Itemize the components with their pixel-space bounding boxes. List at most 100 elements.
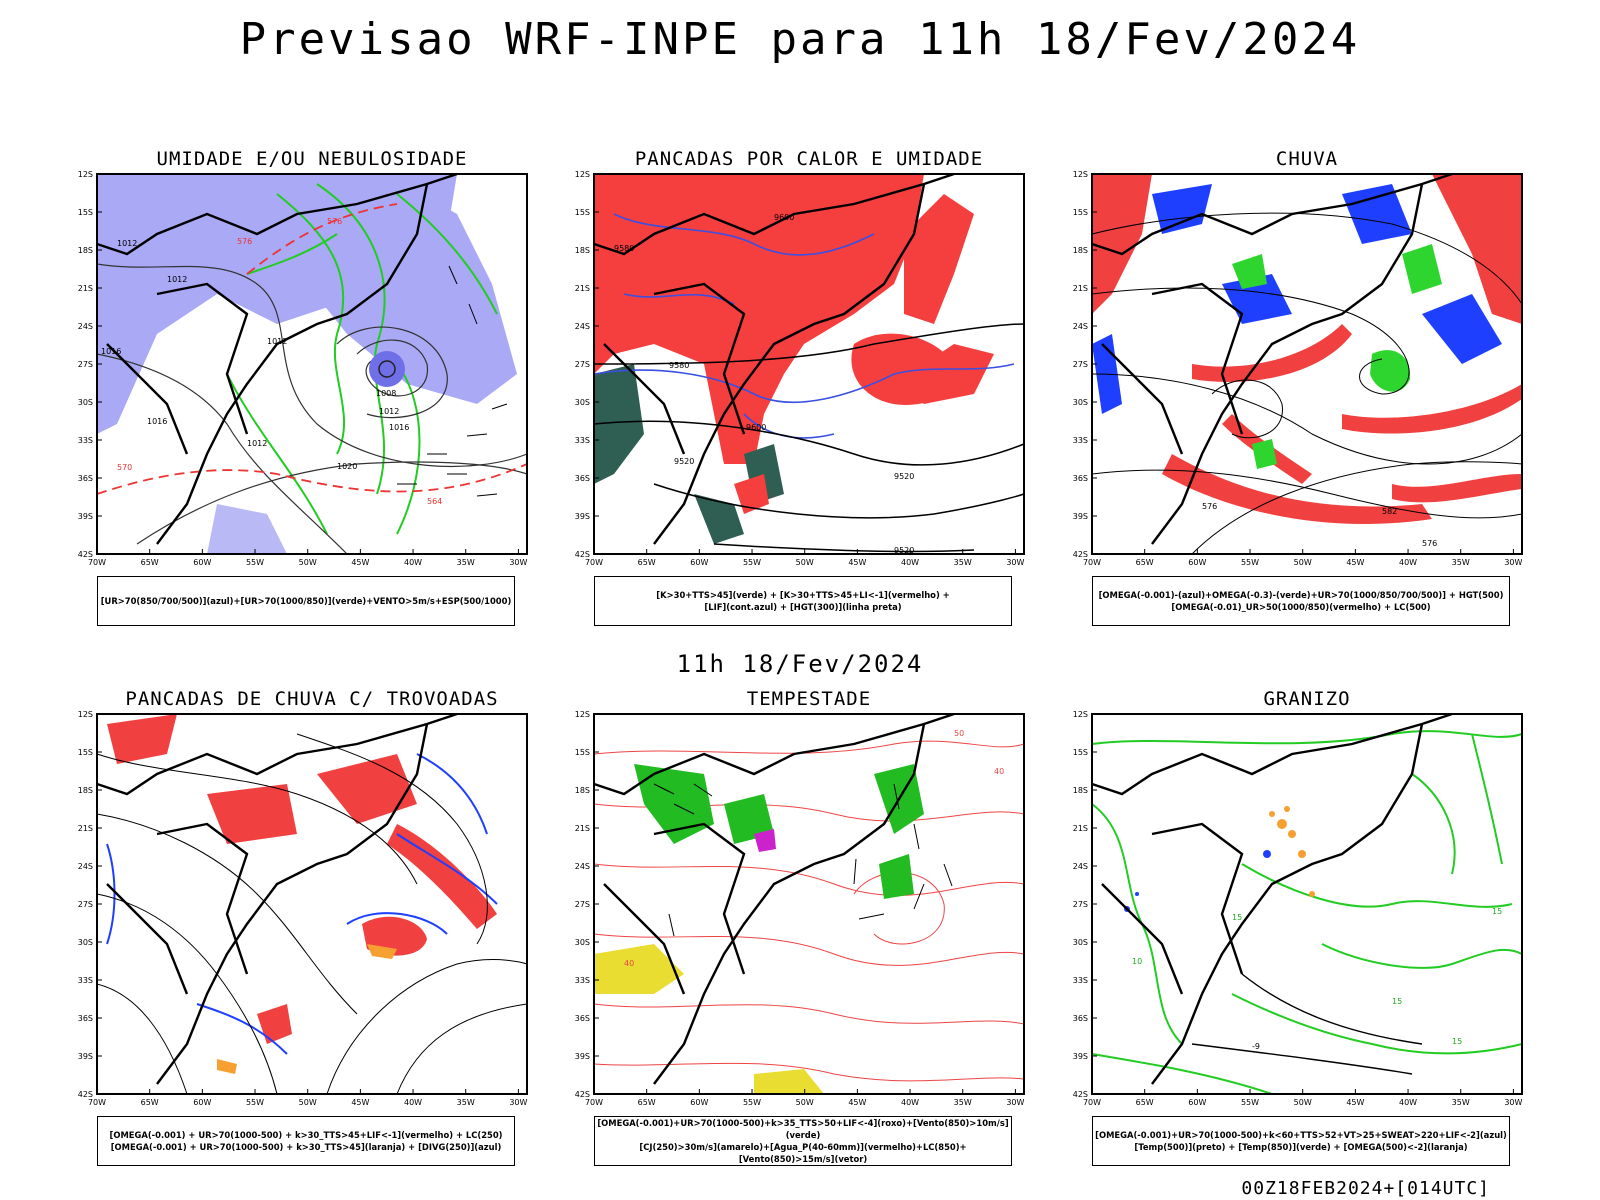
label-hgt: 576: [1422, 539, 1437, 548]
label-hgt: 9520: [894, 546, 914, 555]
lat-tick-label: 39S: [575, 512, 590, 521]
instability-fill: [594, 174, 924, 464]
lon-tick-label: 60W: [1188, 1098, 1206, 1107]
green-contours: [226, 183, 498, 535]
label-temp: 15: [1452, 1037, 1462, 1046]
lat-tick-label: 30S: [78, 398, 93, 407]
legend-tempestade: [OMEGA(-0.001)+UR>70(1000-500)+k>35_TTS>…: [594, 1116, 1012, 1166]
lat-tick-label: 15S: [575, 208, 590, 217]
label-thickness: 570: [117, 463, 132, 472]
lat-tick-label: 24S: [78, 322, 93, 331]
lon-tick-label: 35W: [954, 558, 972, 567]
lat-tick-label: 21S: [1073, 824, 1088, 833]
lon-tick-label: 50W: [299, 558, 317, 567]
lon-tick-label: 45W: [351, 558, 369, 567]
lat-tick-label: 12S: [575, 710, 590, 719]
lat-tick-label: 33S: [1073, 976, 1088, 985]
lat-tick-label: 30S: [78, 938, 93, 947]
lat-tick-label: 12S: [78, 710, 93, 719]
streamlines: [96, 733, 528, 1095]
lon-tick-label: 70W: [88, 1098, 106, 1107]
label-water: 40: [624, 959, 634, 968]
lat-tick-label: 24S: [78, 862, 93, 871]
lon-tick-label: 60W: [1188, 558, 1206, 567]
lat-tick-label: 42S: [78, 550, 93, 559]
lat-tick-label: 18S: [575, 786, 590, 795]
storm-orange-fill: [367, 944, 397, 959]
temp500-contours: [1191, 973, 1423, 1075]
lon-tick-label: 65W: [638, 558, 656, 567]
lon-tick-label: 70W: [1083, 558, 1101, 567]
lat-tick-label: 39S: [575, 1052, 590, 1061]
lat-tick-label: 18S: [1073, 246, 1088, 255]
legend-line: [OMEGA(-0.001)-(azul)+OMEGA(-0.3)-(verde…: [1098, 590, 1504, 600]
lon-tick-label: 50W: [796, 1098, 814, 1107]
map-pancadas-calor: 9580 9580 9600 9520 9520 9600 9520 12S 15…: [575, 170, 1025, 567]
panel-title: TEMPESTADE: [746, 688, 872, 710]
thickness-lines: [96, 203, 528, 495]
legend-line: [K>30+TTS>45](verde) + [K>30+TTS>45+LI<-…: [656, 590, 950, 600]
lon-tick-label: 35W: [1452, 558, 1470, 567]
lat-tick-label: 27S: [78, 360, 93, 369]
lon-tick-label: 30W: [1006, 558, 1024, 567]
lon-tick-label: 45W: [848, 558, 866, 567]
lon-tick-label: 40W: [404, 558, 422, 567]
legend-line: [OMEGA(-0.001) + UR>70(1000-500) + k>30_…: [110, 1142, 502, 1152]
cyclone-core: [369, 351, 405, 387]
coastline: [96, 712, 458, 1085]
lon-tick-label: 35W: [1452, 1098, 1470, 1107]
panel-trovoadas: PANCADAS DE CHUVA C/ TROVOADAS: [78, 688, 567, 1168]
lon-tick-label: 35W: [954, 1098, 972, 1107]
lon-tick-label: 65W: [141, 558, 159, 567]
coastline: [1091, 712, 1453, 1085]
lat-tick-label: 24S: [1073, 862, 1088, 871]
storm-orange-fill: [217, 1059, 237, 1074]
lon-tick-label: 35W: [457, 558, 475, 567]
lat-tick-label: 36S: [1073, 1014, 1088, 1023]
cyclone-isobar: [378, 360, 396, 378]
rain-red-fill: [1092, 174, 1522, 524]
lat-tick-label: 12S: [575, 170, 590, 179]
label-isobar: 1008: [376, 389, 396, 398]
label-hgt: 9600: [746, 423, 766, 432]
legend-line: [LIF](cont.azul) + [HGT(300)](linha pret…: [704, 602, 902, 612]
lat-tick-label: 27S: [1073, 900, 1088, 909]
label-temp: 15: [1492, 907, 1502, 916]
lat-tick-label: 27S: [575, 360, 590, 369]
coastline: [1091, 172, 1453, 545]
instability-fill: [734, 474, 769, 514]
lat-tick-label: 33S: [78, 436, 93, 445]
humidity-fill: [207, 504, 287, 554]
lat-tick-label: 24S: [575, 862, 590, 871]
lat-tick-label: 18S: [78, 786, 93, 795]
lat-tick-label: 36S: [78, 474, 93, 483]
panel-title: UMIDADE E/OU NEBULOSIDADE: [156, 148, 468, 170]
panel-title: PANCADAS DE CHUVA C/ TROVOADAS: [125, 688, 499, 710]
lat-tick-label: 30S: [575, 398, 590, 407]
lat-tick-label: 39S: [78, 512, 93, 521]
lat-tick-label: 24S: [575, 322, 590, 331]
contour-labels: 40 40 50: [624, 729, 1004, 968]
wind-vectors: [397, 265, 508, 497]
lat-tick-label: 42S: [1073, 1090, 1088, 1099]
lon-tick-label: 40W: [404, 1098, 422, 1107]
lat-tick-label: 39S: [1073, 512, 1088, 521]
lon-tick-label: 60W: [193, 558, 211, 567]
severe-purple-fill: [754, 829, 776, 852]
coastline: [593, 712, 955, 1085]
panel-pancadas-calor: PANCADAS POR CALOR E UMIDADE: [575, 148, 1064, 628]
label-water: 50: [954, 729, 964, 738]
legend-line: [OMEGA(-0.01)_UR>50(1000/850)(vermelho) …: [1171, 602, 1431, 612]
label-isobar: 1016: [389, 423, 409, 432]
contour-labels: 576 582 576: [1202, 502, 1437, 548]
lat-tick-label: 15S: [78, 208, 93, 217]
lon-tick-label: 55W: [1241, 1098, 1259, 1107]
lat-tick-label: 27S: [1073, 360, 1088, 369]
map-umidade: 1012 1012 1016 1016 1012 1012 1008 1012 …: [78, 170, 528, 567]
lat-tick-label: 42S: [575, 1090, 590, 1099]
label-hgt: 9520: [674, 457, 694, 466]
label-temp: -9: [1252, 1042, 1260, 1051]
precipitable-water-contours: [593, 740, 1025, 1082]
lat-tick-label: 27S: [575, 900, 590, 909]
label-thickness: 564: [427, 497, 442, 506]
